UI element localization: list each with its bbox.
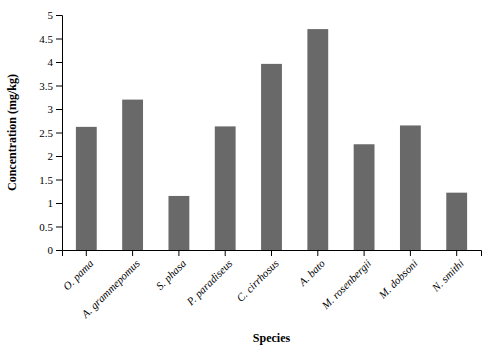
tick: 2.5	[39, 127, 62, 139]
tick-label: A. bato	[295, 257, 327, 289]
tick-label: C. cirrhosus	[234, 257, 281, 304]
tick: 3.5	[39, 80, 62, 92]
tick: 0	[48, 244, 63, 256]
tick-mark	[456, 250, 457, 256]
tick-label: 5	[48, 9, 54, 21]
tick-mark	[56, 109, 62, 110]
tick-label: 3	[48, 103, 54, 115]
bar	[446, 193, 467, 250]
tick: A. bato	[295, 250, 327, 289]
bar	[354, 144, 375, 250]
tick: M. dobsoni	[376, 250, 420, 301]
tick-label: N. smithi	[429, 257, 466, 294]
tick-label: M. rosenbergii	[319, 257, 374, 312]
tick-label: 4	[48, 56, 54, 68]
y-axis-title: Concentration (mg/kg)	[5, 74, 19, 191]
tick: 1.5	[39, 174, 62, 186]
tick-mark	[86, 250, 87, 256]
tick-label: 0	[48, 244, 54, 256]
tick: 3	[48, 103, 63, 115]
tick-mark	[410, 250, 411, 256]
tick-label: O. pama	[60, 257, 96, 293]
tick-mark	[56, 133, 62, 134]
tick-mark	[56, 227, 62, 228]
tick: P. paradiseus	[184, 250, 235, 308]
bar	[307, 29, 328, 250]
tick-mark	[271, 250, 272, 256]
tick-mark	[178, 250, 179, 256]
tick-label: S. phasa	[153, 257, 188, 292]
tick: 4	[48, 56, 63, 68]
tick: 4.5	[39, 33, 62, 45]
tick: O. pama	[60, 250, 96, 292]
tick-mark	[364, 250, 365, 256]
tick-label: A. grammepomus	[78, 257, 142, 321]
bars	[76, 29, 467, 250]
tick: C. cirrhosus	[234, 250, 281, 304]
bar	[168, 196, 189, 250]
tick-label: M. dobsoni	[376, 257, 420, 301]
tick-mark	[56, 39, 62, 40]
tick-label: 3.5	[39, 80, 53, 92]
tick-mark	[317, 250, 318, 256]
tick-mark	[225, 250, 226, 256]
chart: 0 0.5 1 1.5 2 2.5 3 3.5 4 4.5 5 O. pamaA. grammepom…	[0, 0, 496, 350]
tick-mark	[56, 180, 62, 181]
bar	[122, 100, 143, 250]
bar	[215, 126, 236, 250]
tick-mark	[56, 15, 62, 16]
tick-mark	[56, 86, 62, 87]
tick-mark	[132, 250, 133, 256]
tick: A. grammepomus	[78, 250, 142, 321]
tick-label: 1	[48, 197, 54, 209]
tick-label: P. paradiseus	[184, 257, 235, 308]
tick-mark	[56, 62, 62, 63]
tick-label: 1.5	[39, 174, 53, 186]
axis-line	[63, 251, 482, 257]
tick-label: 2	[48, 150, 54, 162]
tick-label: 2.5	[39, 127, 53, 139]
tick: M. rosenbergii	[319, 250, 374, 312]
tick: 1	[48, 197, 63, 209]
tick-label: 4.5	[39, 33, 53, 45]
tick-mark	[56, 156, 62, 157]
plot: 0 0.5 1 1.5 2 2.5 3 3.5 4 4.5 5 O. pamaA. grammepom…	[39, 9, 481, 321]
tick-mark	[56, 203, 62, 204]
tick: N. smithi	[429, 250, 466, 294]
x-axis-title: Species	[253, 331, 291, 345]
bar	[261, 64, 282, 250]
tick: 0.5	[39, 221, 62, 233]
y-axis: 0 0.5 1 1.5 2 2.5 3 3.5 4 4.5 5	[39, 9, 62, 256]
bar	[76, 127, 97, 250]
axis-line	[56, 16, 63, 251]
tick: S. phasa	[153, 250, 188, 292]
tick-mark	[56, 250, 62, 251]
tick: 5	[48, 9, 63, 21]
tick: 2	[48, 150, 63, 162]
bar	[400, 125, 421, 250]
x-axis: O. pamaA. grammepomus S. phasaP. paradise…	[60, 250, 481, 321]
tick-label: 0.5	[39, 221, 53, 233]
